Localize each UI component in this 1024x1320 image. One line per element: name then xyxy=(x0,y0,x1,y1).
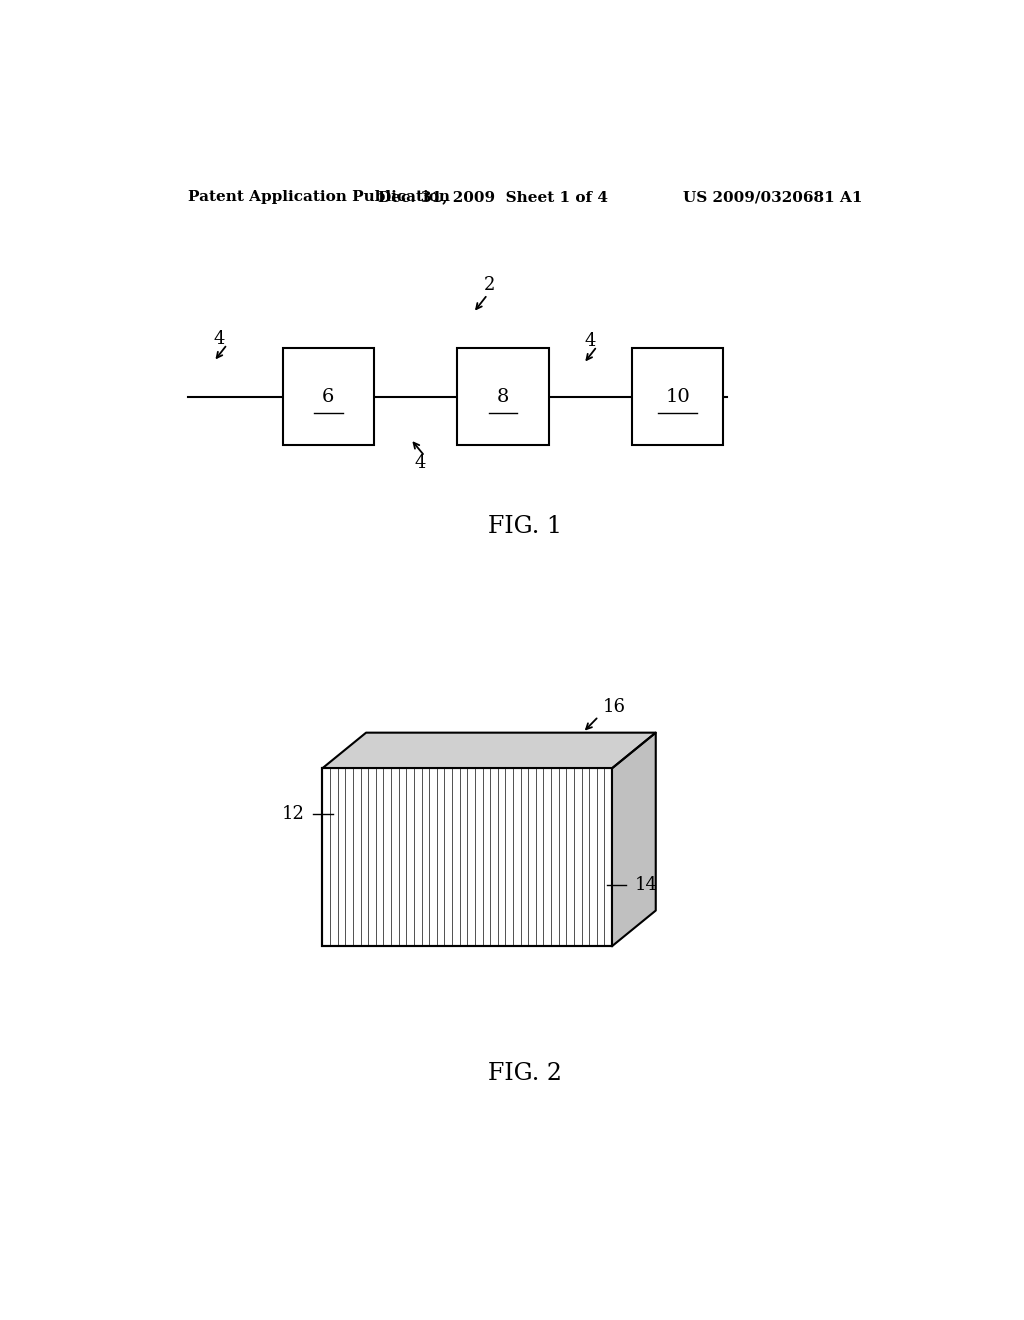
Bar xyxy=(283,348,374,445)
Text: 2: 2 xyxy=(483,276,495,294)
Text: 8: 8 xyxy=(497,388,509,405)
Text: 10: 10 xyxy=(666,388,690,405)
Bar xyxy=(458,348,549,445)
Text: 4: 4 xyxy=(584,333,596,350)
Bar xyxy=(632,348,723,445)
Text: Patent Application Publication: Patent Application Publication xyxy=(187,190,450,205)
Text: FIG. 1: FIG. 1 xyxy=(487,515,562,537)
Text: 16: 16 xyxy=(602,698,626,717)
Text: US 2009/0320681 A1: US 2009/0320681 A1 xyxy=(683,190,862,205)
Bar xyxy=(323,768,612,946)
Text: 12: 12 xyxy=(282,805,305,822)
Text: Dec. 31, 2009  Sheet 1 of 4: Dec. 31, 2009 Sheet 1 of 4 xyxy=(378,190,608,205)
Bar xyxy=(323,768,612,946)
Polygon shape xyxy=(612,733,655,946)
Text: 14: 14 xyxy=(634,876,657,894)
Text: FIG. 2: FIG. 2 xyxy=(487,1061,562,1085)
Text: 4: 4 xyxy=(214,330,225,348)
Polygon shape xyxy=(323,733,655,768)
Text: 4: 4 xyxy=(415,454,426,473)
Text: 6: 6 xyxy=(323,388,335,405)
